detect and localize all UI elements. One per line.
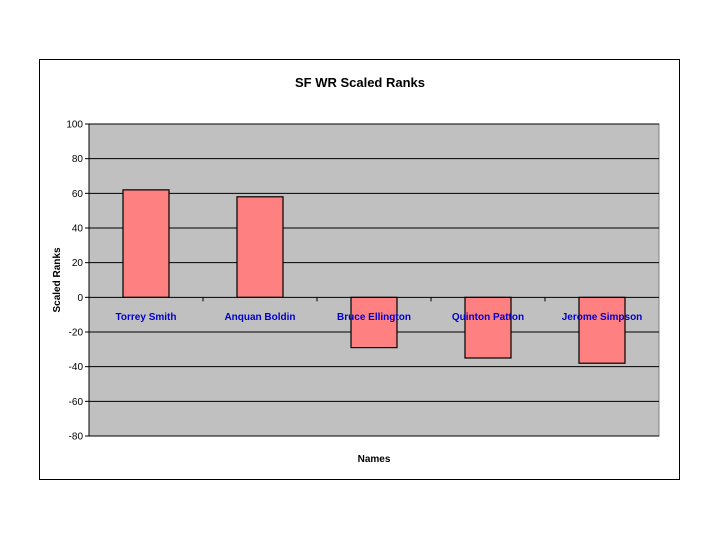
category-label: Quinton Patton [452,312,524,323]
bar [350,296,398,349]
plot-area [88,123,660,437]
y-tick-label: 40 [72,224,84,235]
y-tick-label: 20 [72,258,84,269]
y-tick-label: -40 [69,362,84,373]
y-tick-label: -80 [69,432,84,443]
category-label: Jerome Simpson [562,312,643,323]
category-label: Bruce Ellington [337,312,411,323]
y-tick-label: 60 [72,189,84,200]
chart-title: SF WR Scaled Ranks [295,75,425,90]
y-tick-label: 0 [77,293,83,304]
category-labels: Torrey Smith Anquan Boldin Bruce Ellington… [116,297,643,323]
y-axis-ticks: 100 80 60 40 20 0 -20 -40 -60 -80 [66,120,89,443]
y-tick-label: 80 [72,154,84,165]
y-tick-label: 100 [66,120,83,131]
y-tick-label: -20 [69,328,84,339]
category-label: Anquan Boldin [224,312,295,323]
x-axis-title: Names [358,454,391,465]
bar [122,189,170,298]
bars [122,189,626,364]
bar [236,196,284,298]
category-label: Torrey Smith [116,312,177,323]
y-axis-title: Scaled Ranks [52,247,63,312]
y-tick-label: -60 [69,397,84,408]
bar [578,296,626,364]
bar [464,296,512,359]
